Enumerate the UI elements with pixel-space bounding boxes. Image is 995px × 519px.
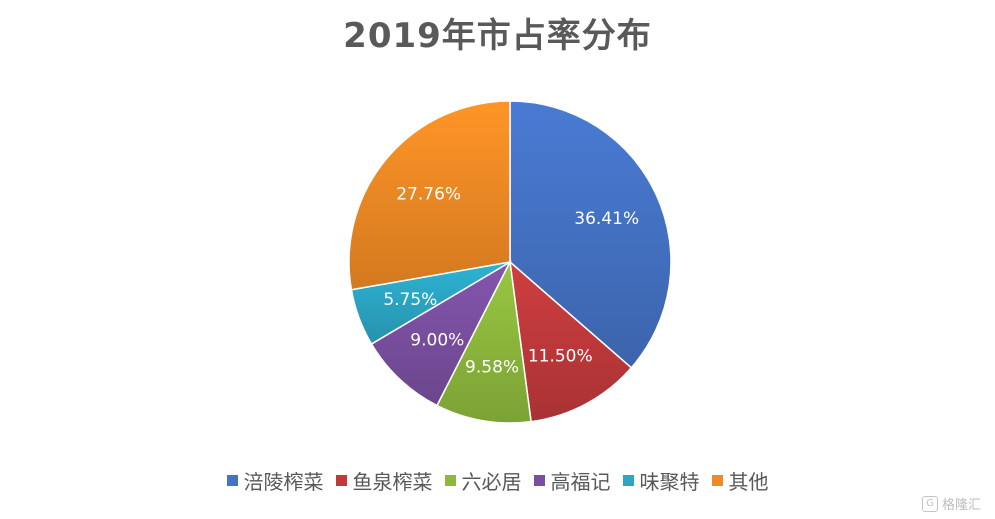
legend-swatch [444, 475, 456, 486]
pie-labels: 36.41% 11.50% 9.58%9.00% 5.75% 27.76% [383, 185, 639, 378]
legend-label: 其他 [728, 470, 769, 494]
slice-data-label: 36.41% [574, 209, 639, 229]
legend-label: 高福记 [550, 470, 611, 494]
legend-item: 味聚特 [622, 466, 700, 495]
watermark: G 格隆汇 [921, 494, 981, 513]
slice-data-label: 9.00% [410, 331, 464, 351]
pie-slice [348, 100, 511, 291]
legend-swatch [711, 475, 723, 486]
legend-item: 六必居 [444, 466, 522, 495]
legend-item: 其他 [711, 466, 769, 495]
gelonghui-logo-icon: G [921, 495, 938, 512]
pie-slice [435, 259, 532, 424]
legend: 涪陵榨菜 鱼泉榨菜 六必居 高福记 味聚特 其他 [0, 466, 995, 495]
pie-slice [370, 260, 512, 407]
chart-title: 2019年市占率分布 [343, 16, 652, 56]
legend-item: 鱼泉榨菜 [335, 466, 433, 495]
legend-item: 高福记 [533, 466, 611, 495]
legend-swatch [622, 475, 634, 486]
slice-data-label: 11.50% [528, 347, 593, 367]
legend-swatch [226, 475, 238, 486]
legend-swatch [533, 475, 545, 486]
pie-slice [509, 100, 672, 369]
pie-slice [508, 260, 633, 423]
legend-label: 鱼泉榨菜 [352, 470, 433, 494]
legend-label: 六必居 [461, 470, 522, 494]
legend-label: 涪陵榨菜 [243, 470, 324, 494]
slice-data-label: 27.76% [396, 185, 461, 205]
slice-data-label: 9.58% [465, 358, 519, 378]
legend-item: 涪陵榨菜 [226, 466, 324, 495]
legend-swatch [335, 475, 347, 486]
watermark-text: 格隆汇 [941, 498, 981, 513]
slice-data-label: 5.75% [383, 290, 437, 310]
legend-label: 味聚特 [639, 470, 700, 494]
pie-slices [348, 100, 672, 424]
